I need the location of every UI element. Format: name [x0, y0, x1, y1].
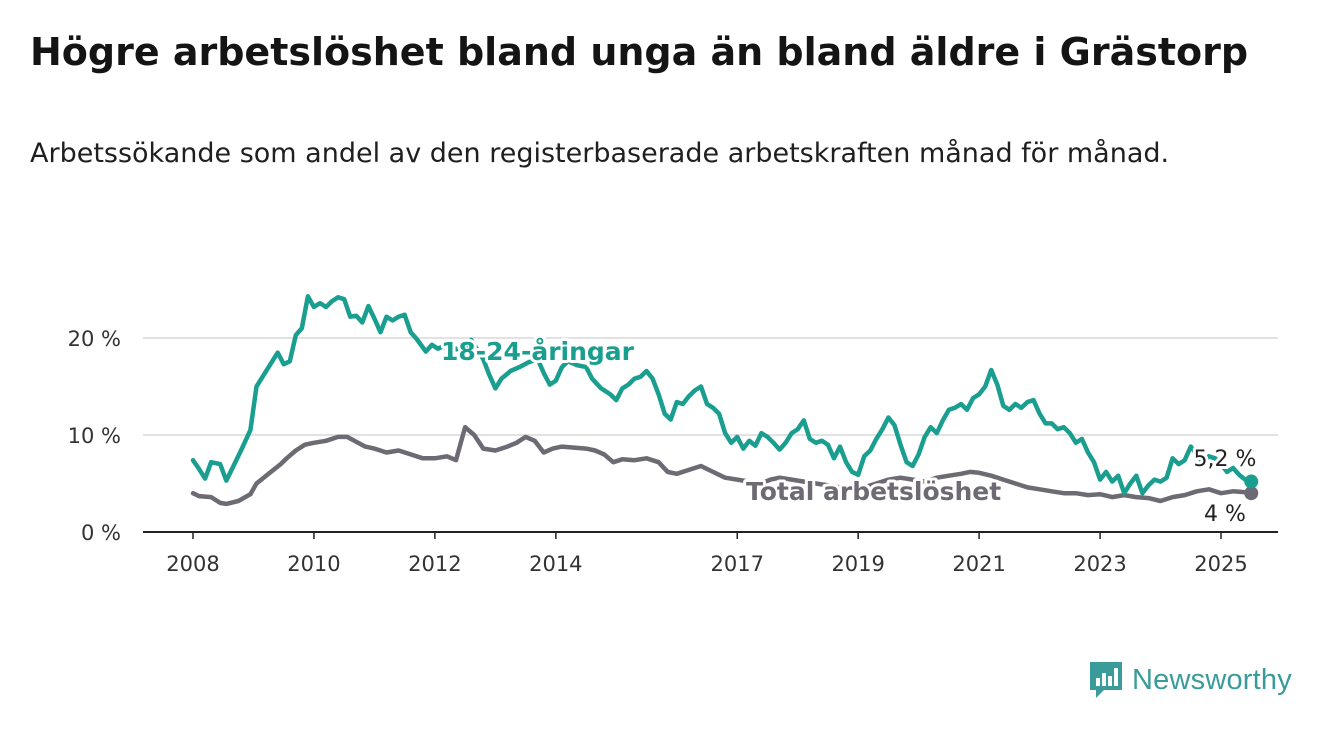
end-value-label-total: 4 %4 %: [1201, 499, 1249, 530]
svg-text:5,2 %: 5,2 %: [1194, 447, 1257, 472]
svg-text:18-24-åringar: 18-24-åringar: [441, 337, 635, 366]
gridlines: [143, 337, 1278, 436]
end-value-label-youth: 5,2 %5,2 %: [1191, 444, 1260, 475]
page-subtitle: Arbetssökande som andel av den registerb…: [30, 138, 1170, 169]
svg-text:5,2 %: 5,2 %: [1194, 447, 1257, 472]
series-end-point-0: [1244, 474, 1259, 489]
brand[interactable]: Newsworthy: [1088, 660, 1292, 700]
x-tick-label: 2017: [711, 552, 764, 576]
line-chart: 0 % 10 % 20 % 2008 2010 2012 2014 2017 2019 2021 2…: [68, 294, 1278, 576]
y-tick-label: 10 %: [68, 424, 121, 448]
svg-text:4 %: 4 %: [1204, 502, 1246, 527]
x-tick-label: 2012: [408, 552, 461, 576]
x-tick-label: 2021: [952, 552, 1005, 576]
svg-text:18-24-åringar: 18-24-åringar: [441, 337, 635, 366]
x-tick-label: 2010: [287, 552, 340, 576]
page-title: Högre arbetslöshet bland unga än bland ä…: [30, 30, 1249, 74]
x-tick-label: 2019: [831, 552, 884, 576]
x-tick-label: 2025: [1194, 552, 1247, 576]
svg-text:4 %: 4 %: [1204, 502, 1246, 527]
y-tick-label: 20 %: [68, 327, 121, 351]
series-line-0: [190, 294, 1254, 496]
svg-text:Total arbetslöshet: Total arbetslöshet: [746, 477, 1001, 506]
svg-text:Total arbetslöshet: Total arbetslöshet: [746, 477, 1001, 506]
series-end-point-1: [1244, 486, 1259, 501]
series-line-1: [190, 424, 1254, 507]
x-tick-label: 2008: [166, 552, 219, 576]
x-axis: [143, 531, 1278, 539]
y-tick-label: 0 %: [81, 521, 121, 545]
x-tick-label: 2023: [1073, 552, 1126, 576]
tick-labels: 0 % 10 % 20 % 2008 2010 2012 2014 2017 2019 2021 2…: [68, 327, 1248, 576]
newsworthy-logo-icon: [1090, 662, 1122, 698]
x-tick-label: 2014: [529, 552, 582, 576]
brand-name: Newsworthy: [1132, 663, 1292, 696]
series-lines: [190, 294, 1259, 507]
